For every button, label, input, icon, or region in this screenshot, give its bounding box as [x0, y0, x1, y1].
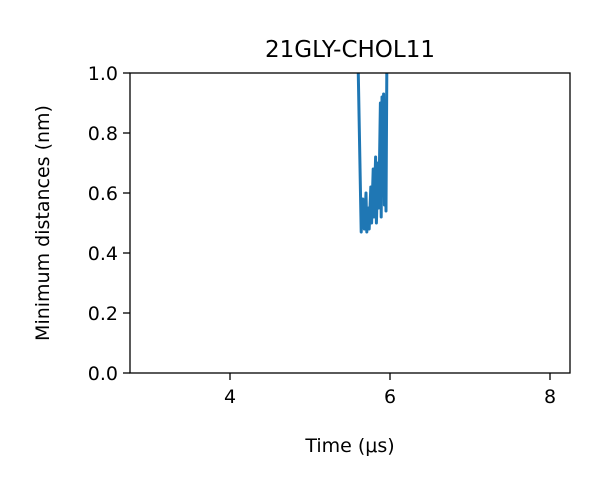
x-tick-label: 8 — [544, 386, 556, 408]
series-layer — [356, 73, 389, 234]
y-axis-label: Minimum distances (nm) — [32, 105, 54, 341]
plot-frame — [129, 72, 571, 374]
x-tick-label: 4 — [224, 386, 236, 408]
y-tick-label: 0.2 — [88, 303, 118, 325]
x-axis-label: Time (μs) — [304, 435, 394, 457]
y-tick-label: 0.0 — [88, 363, 118, 385]
y-tick-label: 0.8 — [88, 123, 118, 145]
y-tick-label: 1.0 — [88, 63, 118, 85]
x-axis: 4 6 8 — [224, 373, 556, 408]
y-tick-label: 0.4 — [88, 243, 118, 265]
x-tick-label: 6 — [384, 386, 396, 408]
chart-title: 21GLY-CHOL11 — [265, 37, 435, 63]
y-tick-label: 0.6 — [88, 183, 118, 205]
y-axis: 0.0 0.2 0.4 0.6 0.8 1.0 — [88, 63, 130, 385]
series-line — [356, 73, 389, 234]
